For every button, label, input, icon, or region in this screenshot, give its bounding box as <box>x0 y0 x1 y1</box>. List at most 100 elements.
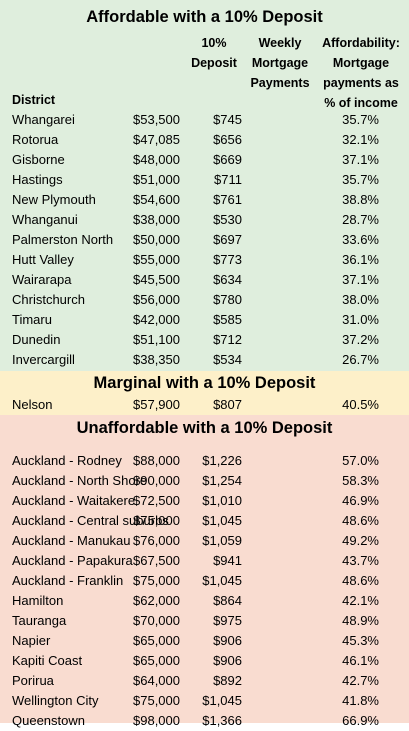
affordability-cell: 46.1% <box>342 653 379 668</box>
deposit-cell: $57,900 <box>133 397 180 412</box>
district-cell: Palmerston North <box>12 232 114 247</box>
deposit-cell: $72,500 <box>133 493 180 508</box>
table-row: Rotorua $47,085 $656 32.1% <box>0 130 409 150</box>
table-row: Palmerston North $50,000 $697 33.6% <box>0 230 409 250</box>
payment-cell: $906 <box>213 633 242 648</box>
affordability-cell: 46.9% <box>342 493 379 508</box>
deposit-cell: $65,000 <box>133 653 180 668</box>
district-cell: Nelson <box>12 397 53 412</box>
district-cell: Porirua <box>12 673 54 688</box>
payment-cell: $1,059 <box>202 533 242 548</box>
affordability-cell: 38.0% <box>342 292 379 307</box>
deposit-cell: $75,000 <box>133 693 180 708</box>
table-row: Napier $65,000 $906 45.3% <box>0 631 409 651</box>
payment-cell: $975 <box>213 613 242 628</box>
affordability-cell: 28.7% <box>342 212 379 227</box>
table-row: Hamilton $62,000 $864 42.1% <box>0 591 409 611</box>
table-row: Gisborne $48,000 $669 37.1% <box>0 150 409 170</box>
table-row: Nelson $57,900 $807 40.5% <box>0 395 409 415</box>
deposit-cell: $75,000 <box>133 573 180 588</box>
deposit-cell: $45,500 <box>133 272 180 287</box>
district-cell: Christchurch <box>12 292 85 307</box>
affordability-cell: 41.8% <box>342 693 379 708</box>
district-cell: Auckland - Waitakere <box>12 493 136 508</box>
deposit-cell: $55,000 <box>133 252 180 267</box>
payment-cell: $906 <box>213 653 242 668</box>
payment-cell: $1,366 <box>202 713 242 728</box>
affordability-cell: 37.2% <box>342 332 379 347</box>
deposit-cell: $64,000 <box>133 673 180 688</box>
table-row: Kapiti Coast $65,000 $906 46.1% <box>0 651 409 671</box>
district-cell: Rotorua <box>12 132 59 147</box>
payment-cell: $1,045 <box>202 693 242 708</box>
affordability-cell: 43.7% <box>342 553 379 568</box>
deposit-cell: $38,000 <box>133 212 180 227</box>
table-row: Wairarapa $45,500 $634 37.1% <box>0 270 409 290</box>
deposit-cell: $50,000 <box>133 232 180 247</box>
deposit-cell: $42,000 <box>133 312 180 327</box>
payment-cell: $1,226 <box>202 453 242 468</box>
affordability-cell: 35.7% <box>342 112 379 127</box>
section-title-marginal: Marginal with a 10% Deposit <box>93 374 316 392</box>
table-row: Whangarei $53,500 $745 35.7% <box>0 110 409 130</box>
district-cell: Hastings <box>12 172 63 187</box>
affordability-cell: 26.7% <box>342 352 379 367</box>
deposit-cell: $76,000 <box>133 533 180 548</box>
affordability-cell: 42.7% <box>342 673 379 688</box>
district-cell: New Plymouth <box>12 192 96 207</box>
payment-cell: $1,010 <box>202 493 242 508</box>
table-row: Invercargill $38,350 $534 26.7% <box>0 350 409 370</box>
deposit-cell: $53,500 <box>133 112 180 127</box>
affordability-cell: 48.6% <box>342 513 379 528</box>
district-cell: Wairarapa <box>12 272 72 287</box>
payment-cell: $773 <box>213 252 242 267</box>
header-payment: Weekly Mortgage Payments <box>250 36 310 90</box>
affordability-cell: 37.1% <box>342 152 379 167</box>
payment-cell: $712 <box>213 332 242 347</box>
deposit-cell: $38,350 <box>133 352 180 367</box>
table-row: Tauranga $70,000 $975 48.9% <box>0 611 409 631</box>
table-row: Auckland - North Shore $90,000 $1,254 58.3% <box>0 471 409 491</box>
table-row: Christchurch $56,000 $780 38.0% <box>0 290 409 310</box>
deposit-cell: $75,000 <box>133 513 180 528</box>
payment-cell: $534 <box>213 352 242 367</box>
table-row: Auckland - Rodney $88,000 $1,226 57.0% <box>0 451 409 471</box>
table-row: Auckland - Central suburbs $75,000 $1,045 4… <box>0 511 409 531</box>
payment-cell: $656 <box>213 132 242 147</box>
section-title-affordable: Affordable with a 10% Deposit <box>86 8 323 26</box>
affordability-cell: 58.3% <box>342 473 379 488</box>
header-affordability: Affordability: Mortgage payments as % of… <box>322 36 400 110</box>
payment-cell: $697 <box>213 232 242 247</box>
payment-cell: $585 <box>213 312 242 327</box>
district-cell: Dunedin <box>12 332 61 347</box>
table-row: Wellington City $75,000 $1,045 41.8% <box>0 691 409 711</box>
payment-cell: $780 <box>213 292 242 307</box>
affordability-cell: 40.5% <box>342 397 379 412</box>
district-cell: Auckland - Papakura <box>12 553 133 568</box>
affordability-cell: 32.1% <box>342 132 379 147</box>
district-cell: Tauranga <box>12 613 67 628</box>
deposit-cell: $65,000 <box>133 633 180 648</box>
affordability-cell: 35.7% <box>342 172 379 187</box>
deposit-cell: $47,085 <box>133 132 180 147</box>
deposit-cell: $98,000 <box>133 713 180 728</box>
table-row: Dunedin $51,100 $712 37.2% <box>0 330 409 350</box>
district-cell: Auckland - Central suburbs <box>12 513 169 528</box>
deposit-cell: $70,000 <box>133 613 180 628</box>
table-row: Hastings $51,000 $711 35.7% <box>0 170 409 190</box>
affordability-cell: 36.1% <box>342 252 379 267</box>
table-row: New Plymouth $54,600 $761 38.8% <box>0 190 409 210</box>
deposit-cell: $51,100 <box>133 332 180 347</box>
district-cell: Whangarei <box>12 112 75 127</box>
section-affordable: Affordable with a 10% Deposit 10% Deposi… <box>0 8 409 370</box>
affordability-cell: 48.9% <box>342 613 379 628</box>
payment-cell: $941 <box>213 553 242 568</box>
district-cell: Hamilton <box>12 593 64 608</box>
affordability-cell: 42.1% <box>342 593 379 608</box>
payment-cell: $761 <box>213 192 242 207</box>
deposit-cell: $56,000 <box>133 292 180 307</box>
payment-cell: $1,254 <box>202 473 242 488</box>
payment-cell: $864 <box>213 593 242 608</box>
table-row: Auckland - Franklin $75,000 $1,045 48.6% <box>0 571 409 591</box>
deposit-cell: $90,000 <box>133 473 180 488</box>
